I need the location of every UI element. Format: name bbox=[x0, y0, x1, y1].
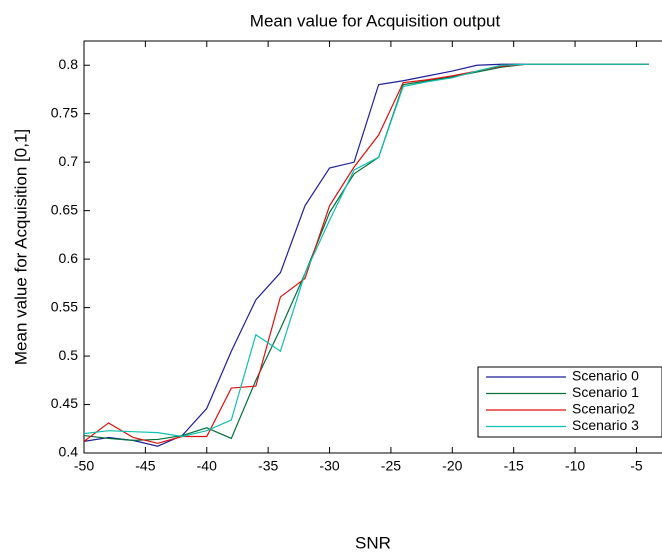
x-tick-label: -40 bbox=[197, 458, 217, 474]
x-tick-label: -15 bbox=[504, 458, 524, 474]
x-tick-label: -45 bbox=[135, 458, 155, 474]
legend-box bbox=[477, 366, 662, 438]
y-tick-label: 0.45 bbox=[51, 395, 78, 411]
y-tick-label: 0.8 bbox=[59, 56, 79, 72]
x-tick-label: -35 bbox=[258, 458, 278, 474]
legend-label: Scenario2 bbox=[572, 401, 635, 417]
legend-label: Scenario 3 bbox=[572, 417, 639, 433]
x-tick-label: -10 bbox=[565, 458, 585, 474]
series-line bbox=[83, 63, 649, 438]
legend-label: Scenario 1 bbox=[572, 384, 639, 400]
x-tick-label: -25 bbox=[381, 458, 401, 474]
x-tick-label: -50 bbox=[74, 458, 94, 474]
y-axis-label: Mean value for Acquisition [0,1] bbox=[11, 129, 30, 365]
y-tick-label: 0.55 bbox=[51, 298, 78, 314]
y-tick-label: 0.65 bbox=[51, 201, 78, 217]
x-tick-label: -30 bbox=[319, 458, 339, 474]
x-tick-label: -5 bbox=[630, 458, 643, 474]
y-tick-label: 0.7 bbox=[59, 153, 79, 169]
y-tick-label: 0.75 bbox=[51, 104, 78, 120]
x-axis-label: SNR bbox=[355, 533, 391, 552]
y-tick-label: 0.6 bbox=[59, 250, 79, 266]
y-tick-label: 0.5 bbox=[59, 347, 79, 363]
y-tick-label: 0.4 bbox=[59, 444, 79, 460]
chart-title: Mean value for Acquisition output bbox=[250, 11, 501, 30]
legend-label: Scenario 0 bbox=[572, 368, 639, 384]
x-tick-label: -20 bbox=[442, 458, 462, 474]
plot-area bbox=[83, 40, 662, 454]
